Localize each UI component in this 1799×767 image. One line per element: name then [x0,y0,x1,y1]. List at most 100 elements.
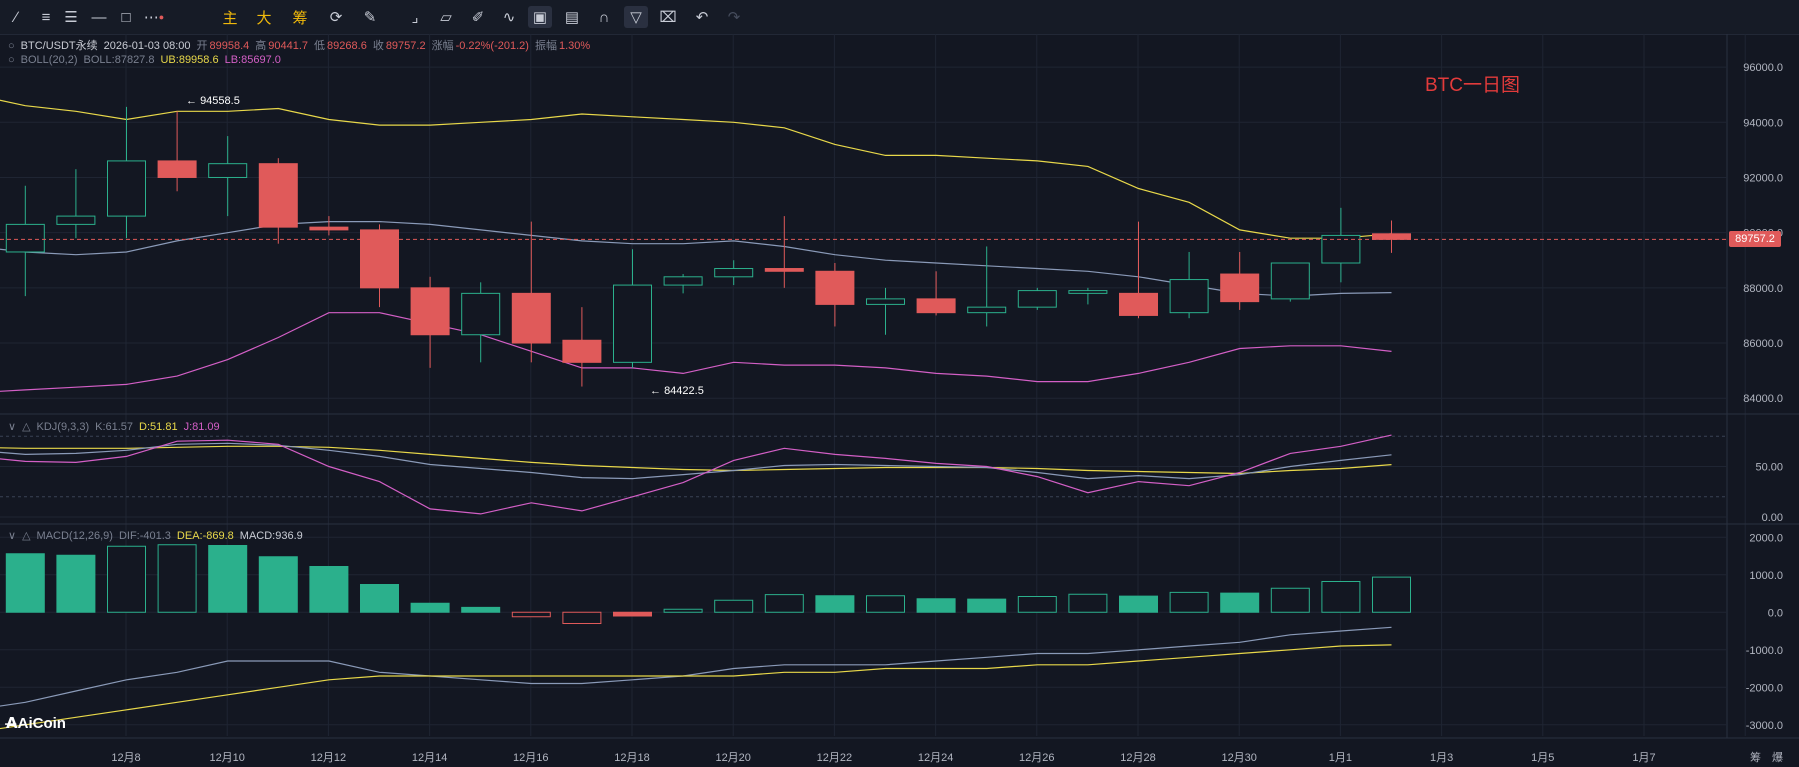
macd-histogram-bar [613,611,652,617]
macd-histogram-bar [1119,595,1158,613]
kdj-name: KDJ(9,3,3) [36,421,90,433]
boll-name: BOLL(20,2) [20,54,78,66]
undo-icon[interactable]: ↶ [695,9,709,26]
crop-corner-icon[interactable]: ⌟ [411,9,419,26]
large-order-button[interactable]: 大 [256,9,272,27]
candle-body [360,229,399,289]
boll-mid-line [0,221,1392,297]
macd-histogram-bar [764,594,804,613]
kdj-y-tick-label: 50.00 [1755,461,1783,473]
macd-info-line: ∨ △ MACD(12,26,9) DIF:-401.3 DEA:-869.8 MACD:… [8,529,309,542]
brush-icon[interactable]: ✐ [471,9,485,26]
aicoin-logo: 𝗔̶AiCoin [6,715,66,732]
kdj-settings-icon[interactable]: ∨ [8,421,17,433]
pencil-icon[interactable]: ✎ [363,9,377,26]
candle-body [714,268,754,278]
trend-line-icon[interactable]: ∕ [14,8,18,26]
boll-lower-line [0,312,1392,392]
candle-body [663,276,703,286]
macd-histogram-bar [1068,593,1108,613]
high-marker-label: ← 94558.5 [186,95,240,107]
chips-button[interactable]: 筹 [292,9,308,27]
candle-body [5,223,45,253]
candle-body [866,298,905,305]
x-tick-label: 1月3 [1429,752,1454,764]
candle-body [1270,262,1310,300]
candle-body [764,268,804,272]
candle-body [613,284,652,363]
candle-body [461,292,501,336]
boll-settings-icon[interactable]: ○ [8,54,15,66]
candle-body [1372,233,1411,240]
macd-bell-icon[interactable]: △ [22,530,31,542]
macd-value: MACD:936.9 [239,530,303,542]
candle-body [56,215,96,225]
boll-mid-value: BOLL:87827.8 [83,54,155,66]
magnet-icon[interactable]: ∩ [598,8,610,26]
chips-corner-button[interactable]: 筹 [1750,752,1761,764]
macd-histogram-bar [562,611,602,624]
rotate-square-icon[interactable]: ⟳ [329,9,343,26]
toggle-eye-icon[interactable]: ○ [8,40,15,52]
boll-lb-value: LB:85697.0 [224,54,281,66]
x-tick-label: 12月26 [1019,752,1055,764]
candle-body [1068,290,1108,294]
lock-screenshot-icon[interactable]: ▣ [528,6,552,28]
candle-body [1119,292,1158,316]
low-marker-label: ← 84422.5 [650,385,704,397]
pattern-icon[interactable]: ∿ [502,9,516,26]
chart-annotation-title: BTC一日图 [1425,75,1521,96]
candle-body [562,339,602,363]
trash-icon[interactable]: ⌧ [659,9,677,26]
liquidation-corner-button[interactable]: 爆 [1772,752,1783,764]
candle-body [410,287,450,336]
ruler-icon[interactable]: ▱ [440,9,452,26]
macd-name: MACD(12,26,9) [36,530,113,542]
macd-y-tick-label: 0.0 [1768,607,1783,619]
x-tick-label: 12月22 [816,752,853,764]
kdj-k-line [0,442,1392,480]
amplitude-value: 1.30% [558,40,591,52]
candle-body [107,160,146,217]
main-indicator-button[interactable]: 主 [222,9,238,27]
macd-settings-icon[interactable]: ∨ [8,530,17,542]
macd-dif-value: DIF:-401.3 [118,530,171,542]
x-tick-label: 12月30 [1221,752,1257,764]
logo-text: AiCoin [17,715,66,732]
rectangle-icon[interactable]: □ [121,8,131,26]
macd-histogram-bar [1372,576,1411,613]
screenshot-share-icon[interactable]: ▤ [564,9,580,26]
macd-y-tick-label: -1000.0 [1746,645,1783,657]
macd-dea-value: DEA:-869.8 [176,530,234,542]
main-y-tick-label: 86000.0 [1743,338,1783,350]
x-tick-label: 12月18 [614,752,650,764]
high-value: 90441.7 [268,40,309,52]
ray-icon[interactable]: — [91,8,107,26]
current-price-tag: 89757.2 [1729,231,1781,248]
low-value: 89268.6 [327,40,367,52]
redo-icon[interactable]: ↷ [727,9,741,26]
macd-histogram-bar [107,545,146,613]
x-tick-label: 12月16 [513,752,549,764]
amplitude-label: 振幅 [534,40,557,52]
candle-body [1017,290,1057,308]
indicators-icon[interactable]: ⋯ ● [143,9,165,26]
x-tick-label: 12月24 [917,752,954,764]
macd-y-tick-label: -2000.0 [1746,682,1783,694]
parallel-channel-icon[interactable]: ☰ [64,9,78,26]
horizontal-lines-icon[interactable]: ≡ [41,8,51,26]
macd-histogram-bar [1169,591,1209,613]
main-y-tick-label: 84000.0 [1743,393,1783,405]
high-arrow: ← [186,95,197,107]
macd-histogram-bar [5,553,45,613]
filter-icon[interactable]: ▽ [624,6,648,28]
candle-body [967,306,1007,314]
high-label: 高 [255,40,267,52]
kdj-bell-icon[interactable]: △ [22,421,31,433]
x-tick-label: 1月7 [1632,752,1656,764]
close-value: 89757.2 [385,40,426,52]
ohlc-info-line: ○ BTC/USDT永续 2026-01-03 08:00 开 89958.4 高 9044… [8,37,596,53]
kdj-d-value: D:51.81 [139,421,178,433]
candle-body [1321,234,1361,264]
